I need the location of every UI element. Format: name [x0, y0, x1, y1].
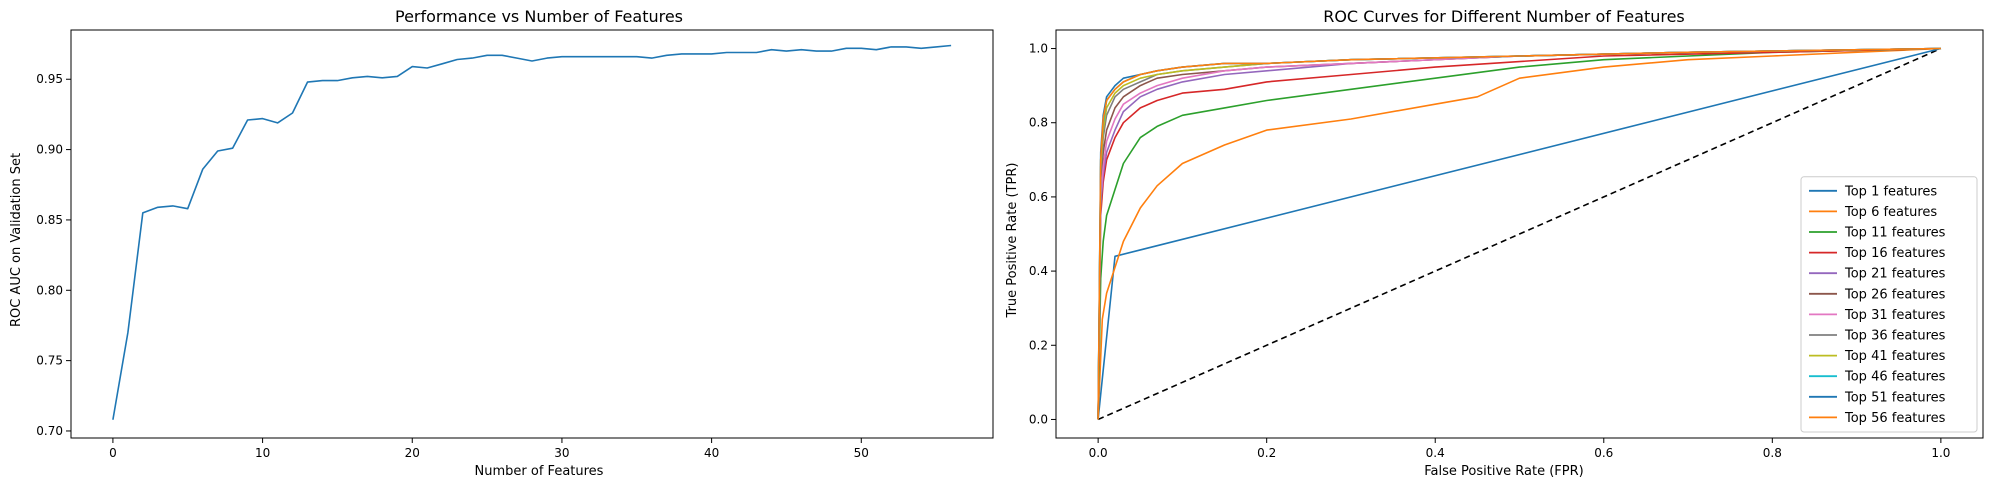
- y-tick-label: 1.0: [1029, 42, 1048, 56]
- y-axis-label: ROC AUC on Validation Set: [9, 153, 24, 327]
- legend-entry: Top 6 features: [1844, 205, 1937, 220]
- x-tick-label: 10: [255, 446, 270, 460]
- legend-entry: Top 26 features: [1844, 287, 1946, 302]
- y-tick-label: 0.90: [36, 143, 63, 157]
- legend-entry: Top 31 features: [1844, 308, 1946, 323]
- legend-entry: Top 1 features: [1844, 184, 1937, 199]
- plot-frame: [1055, 29, 1984, 439]
- legend-entry: Top 56 features: [1844, 411, 1946, 426]
- legend-box: [1800, 176, 1978, 433]
- legend: Top 1 features Top 6 features Top 11 featu…: [1800, 176, 1978, 433]
- chart-title: ROC Curves for Different Number of Featu…: [1323, 7, 1685, 26]
- chance-diagonal-line: [1097, 47, 1942, 421]
- x-tick-label: 30: [554, 446, 569, 460]
- x-tick-label: 0.6: [1594, 446, 1613, 460]
- legend-entry: Top 36 features: [1844, 329, 1946, 344]
- legend-entry: Top 11 features: [1844, 226, 1946, 241]
- y-axis-label: True Positive Rate (TPR): [1005, 163, 1020, 319]
- y-tick-label: 0.95: [36, 72, 63, 86]
- x-tick-label: 0.4: [1426, 446, 1445, 460]
- x-tick-label: 0: [109, 446, 117, 460]
- y-tick-label: 0.80: [36, 283, 63, 297]
- series-line-top-1-features: [1097, 47, 1942, 420]
- x-tick-label: 0.8: [1763, 446, 1782, 460]
- y-tick-label: 0.8: [1029, 116, 1048, 130]
- series-line-top-6-features: [1097, 47, 1941, 420]
- x-tick-label: 1.0: [1931, 446, 1950, 460]
- legend-entry: Top 16 features: [1844, 246, 1946, 261]
- performance-chart: Performance vs Number of Features Number…: [9, 7, 994, 479]
- plot-frame: [70, 29, 994, 439]
- x-tick-label: 0.2: [1257, 446, 1276, 460]
- series-line-top-31-features: [1097, 47, 1941, 420]
- x-tick-label: 0.0: [1089, 446, 1108, 460]
- y-tick-label: 0.75: [36, 354, 63, 368]
- legend-entry: Top 21 features: [1844, 267, 1946, 282]
- roc-chart: ROC Curves for Different Number of Featu…: [1005, 7, 1984, 479]
- plot-area: [112, 44, 952, 420]
- legend-entry: Top 41 features: [1844, 349, 1946, 364]
- legend-entry: Top 46 features: [1844, 370, 1946, 385]
- chart-title: Performance vs Number of Features: [395, 7, 683, 26]
- series-line-top-56-features: [1097, 47, 1941, 420]
- legend-entry: Top 51 features: [1844, 390, 1946, 405]
- x-tick-label: 20: [405, 446, 420, 460]
- y-tick-label: 0.85: [36, 213, 63, 227]
- x-tick-label: 50: [854, 446, 869, 460]
- y-tick-label: 0.4: [1029, 264, 1048, 278]
- y-tick-label: 0.2: [1029, 338, 1048, 352]
- x-tick-label: 40: [704, 446, 719, 460]
- y-tick-label: 0.70: [36, 424, 63, 438]
- series-line-top-11-features: [1097, 47, 1941, 420]
- plot-area: [1097, 47, 1942, 421]
- y-tick-label: 0.6: [1029, 190, 1048, 204]
- x-axis-label: Number of Features: [475, 464, 604, 479]
- y-tick-label: 0.0: [1029, 412, 1048, 426]
- series-line-0: [112, 44, 952, 420]
- x-axis-label: False Positive Rate (FPR): [1424, 464, 1583, 479]
- series-line-top-16-features: [1097, 47, 1941, 420]
